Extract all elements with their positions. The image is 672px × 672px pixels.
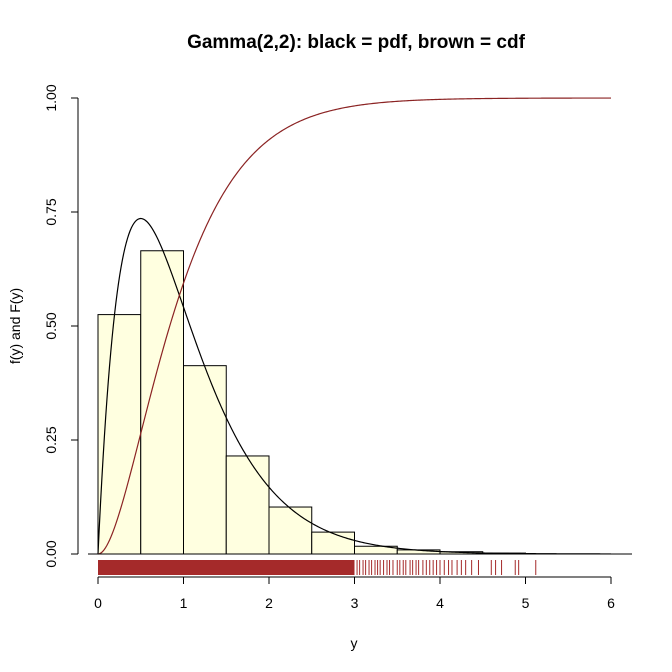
- x-tick-label: 5: [522, 595, 530, 611]
- plot-area: [97, 97, 611, 575]
- histogram-bar-6: [311, 531, 355, 555]
- y-axis: 0.00 0.25 0.50 0.75 1.00: [43, 84, 79, 568]
- x-tick-label: 2: [265, 595, 273, 611]
- x-axis-label: y: [351, 635, 358, 651]
- y-tick-label: 0.00: [43, 540, 59, 567]
- chart-title: Gamma(2,2): black = pdf, brown = cdf: [187, 32, 526, 53]
- x-tick-label: 3: [351, 595, 359, 611]
- y-tick-label: 0.75: [43, 198, 59, 225]
- histogram-bar-5: [268, 506, 313, 555]
- x-tick-label: 4: [436, 595, 444, 611]
- histogram-bar-4: [225, 455, 270, 555]
- y-axis-label: f(y) and F(y): [7, 288, 23, 364]
- histogram-bars: [97, 250, 526, 555]
- x-tick-label: 6: [607, 595, 615, 611]
- histogram-bar-3: [183, 365, 227, 555]
- histogram-bar-2: [140, 250, 184, 555]
- y-tick-label: 0.25: [43, 426, 59, 453]
- cdf-line: [97, 97, 611, 555]
- rug-dense-band: [98, 560, 355, 575]
- x-tick-label: 0: [94, 595, 102, 611]
- x-axis: 0 1 2 3 4 5 6: [88, 553, 632, 611]
- rug-marks: [98, 560, 537, 575]
- y-tick-label: 1.00: [43, 84, 59, 111]
- x-tick-label: 1: [180, 595, 188, 611]
- y-tick-label: 0.50: [43, 312, 59, 339]
